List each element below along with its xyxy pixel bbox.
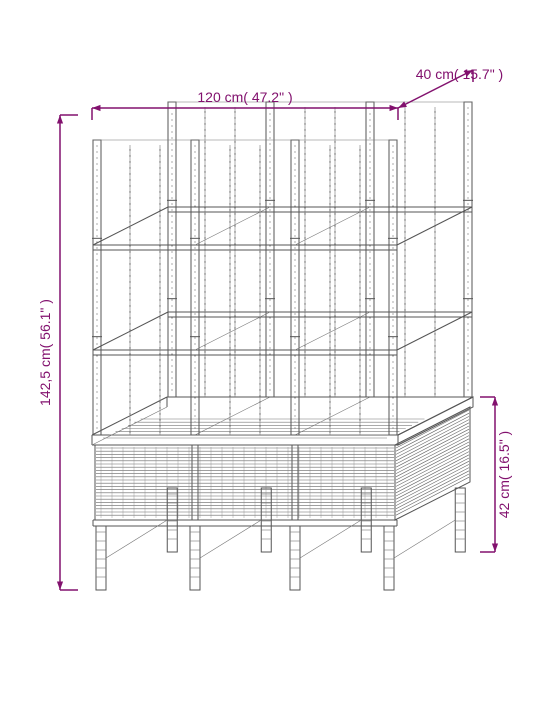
dim-width-label: 120 cm( 47.2" ) (197, 89, 292, 105)
dim-height-label: 142,5 cm( 56.1" ) (37, 299, 53, 406)
dim-box-height-label: 42 cm( 16.5" ) (496, 431, 512, 518)
dim-depth-label: 40 cm( 15.7" ) (416, 66, 503, 82)
